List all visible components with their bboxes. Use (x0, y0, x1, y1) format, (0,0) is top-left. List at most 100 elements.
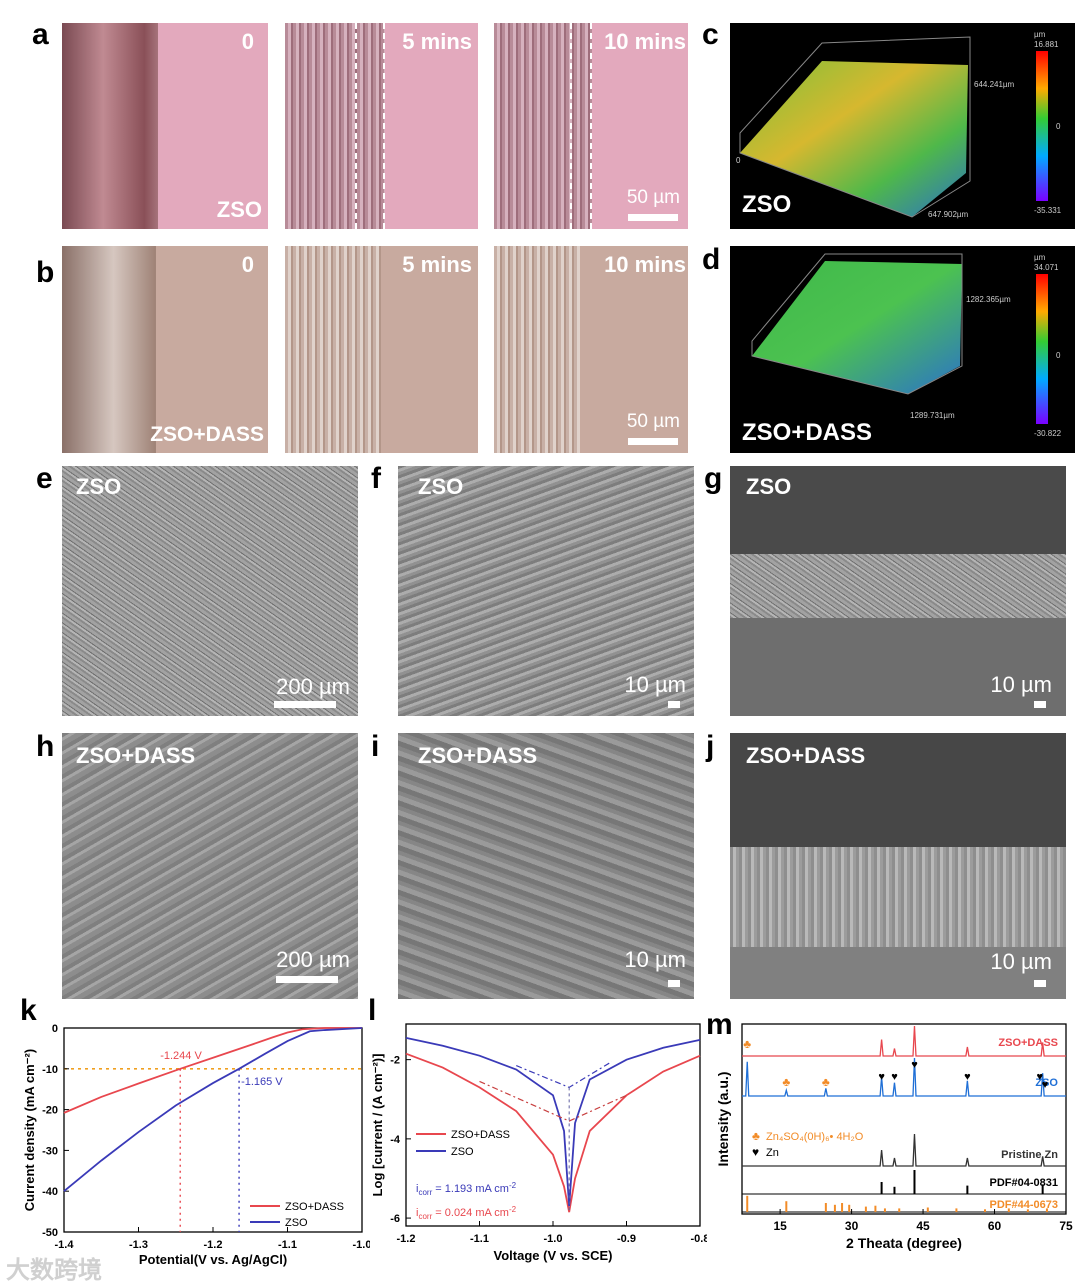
time-label: 0 (241, 29, 254, 54)
series-label: PDF#04-0831 (990, 1177, 1059, 1189)
zn-marker: ♥ (878, 1071, 885, 1083)
x-tick-label: -1.0 (353, 1239, 370, 1251)
y-tick-label: -30 (42, 1145, 58, 1157)
optical-image-a-0: 0 ZSO (62, 23, 268, 229)
y-tick-label: -2 (390, 1055, 400, 1067)
chart-l: -1.2 -1.1 -1.0 -0.9 -0.8 -2 -4 -6 ZSO+DASS ZSO ico… (370, 1023, 707, 1263)
time-label: 5 mins (402, 252, 472, 277)
x-tick-label: -1.1 (470, 1233, 489, 1245)
dimension-y: 644.241µm (974, 80, 1015, 89)
xrd-pattern-zso (742, 1057, 1066, 1097)
sample-label: ZSO (746, 474, 792, 499)
scale-bar (668, 980, 680, 987)
sample-label: ZSO+DASS (76, 743, 196, 768)
series-line-zso (405, 1036, 701, 1207)
sample-label: ZSO (216, 197, 262, 222)
colorbar-min: -30.822 (1034, 429, 1062, 438)
legend-label: ZSO+DASS (451, 1129, 510, 1141)
scale-bar (668, 701, 680, 708)
panel-label-l: l (368, 994, 377, 1027)
dimension-y: 1282.365µm (966, 295, 1011, 304)
scale-bar-label: 10 µm (990, 949, 1052, 974)
panel-label-a: a (32, 18, 49, 51)
panel-label-d: d (702, 243, 721, 276)
time-label: 10 mins (604, 252, 686, 277)
x-tick-label: -1.3 (129, 1239, 148, 1251)
colorbar-unit: µm (1034, 253, 1046, 262)
scale-bar-label: 200 µm (276, 947, 350, 972)
colorbar-mid: 0 (1056, 122, 1061, 131)
zn-marker: ♥ (1042, 1079, 1049, 1091)
scale-bar (628, 214, 678, 221)
dimension-x: 1289.731µm (910, 411, 955, 420)
zso-marker: ♣ (782, 1075, 790, 1089)
time-label: 5 mins (402, 29, 472, 54)
optical-image-b-10: 10 mins 50 µm (494, 246, 688, 453)
chart-m: ZSO+DASS ZSO Pristine Zn PDF#04-0831 PDF#44-… (715, 1023, 1073, 1251)
chart-k: -1.4 -1.3 -1.2 -1.1 -1.0 0 -10 -20 -30 -40 -50 -1.2… (22, 1023, 370, 1267)
legend-label: ZSO+DASS (285, 1201, 344, 1213)
series-line-zso+dass (63, 1027, 362, 1114)
panel-label-i: i (371, 730, 380, 763)
zso-marker: ♣ (743, 1037, 751, 1051)
x-tick-label: 75 (1059, 1219, 1073, 1233)
optical-image-b-0: 0 ZSO+DASS (62, 246, 268, 453)
panel-label-b: b (36, 256, 55, 289)
x-axis-label: Voltage (V vs. SCE) (494, 1248, 613, 1263)
3d-profile-d: µm 34.071 0 -30.822 1282.365µm 1289.731µ… (730, 246, 1075, 453)
series-label: ZSO (1035, 1077, 1058, 1089)
panel-label-h: h (36, 730, 55, 763)
colorbar-mid: 0 (1056, 351, 1061, 360)
scale-bar-label: 200 µm (276, 674, 350, 699)
legend-label: Zn (766, 1147, 779, 1159)
zso-marker: ♣ (822, 1075, 830, 1089)
scale-bar (276, 976, 338, 983)
annotation-label: icorr = 0.024 mA cm-2 (416, 1205, 517, 1221)
time-label: 10 mins (604, 29, 686, 54)
3d-surface-d: µm 34.071 0 -30.822 1282.365µm 1289.731µ… (751, 253, 1062, 438)
zn-marker: ♥ (964, 1071, 971, 1083)
panel-label-g: g (704, 462, 723, 495)
sample-label: ZSO (742, 191, 792, 218)
x-axis-label: Potential(V vs. Ag/AgCl) (139, 1252, 287, 1267)
colorbar-unit: µm (1034, 30, 1046, 39)
sample-label: ZSO+DASS (742, 419, 873, 446)
sample-label: ZSO (418, 474, 464, 499)
series-label: ZSO+DASS (998, 1037, 1058, 1049)
legend-label: ZSO (451, 1146, 474, 1158)
scale-bar (1034, 980, 1046, 987)
3d-surface-c: µm 16.881 0 -35.331 644.241µm 647.902µm … (736, 30, 1062, 219)
sample-label: ZSO+DASS (746, 743, 866, 768)
panel-label-m: m (706, 1008, 733, 1041)
scale-bar-label: 10 µm (624, 672, 686, 697)
x-tick-label: -1.2 (397, 1233, 416, 1245)
annotation-label: -1.244 V (160, 1050, 202, 1062)
scale-bar-label: 10 µm (990, 672, 1052, 697)
scale-bar-label: 50 µm (626, 411, 680, 432)
x-tick-label: 45 (916, 1219, 930, 1233)
sample-label: ZSO (76, 474, 122, 499)
legend-label: Zn₄SO₄(0H)₆• 4H₂O (766, 1131, 864, 1143)
series-label: Pristine Zn (1001, 1149, 1058, 1161)
tafel-fit-zso-dass (479, 1080, 627, 1122)
scale-bar (1034, 701, 1046, 708)
annotation-label: icorr = 1.193 mA cm-2 (416, 1181, 517, 1197)
plot-frame (741, 1023, 1067, 1215)
origin-label: 0 (736, 156, 741, 165)
watermark: 大数跨境 (6, 1257, 102, 1284)
y-axis-label: Intensity (a.u.) (715, 1072, 731, 1167)
x-tick-label: -1.0 (544, 1233, 563, 1245)
optical-image-a-5: 5 mins (285, 23, 478, 229)
colorbar-max: 34.071 (1034, 263, 1059, 272)
scale-bar-label: 50 µm (626, 187, 680, 208)
colorbar-min: -35.331 (1034, 206, 1062, 215)
sem-image-h: ZSO+DASS 200 µm (62, 733, 358, 999)
sample-label: ZSO+DASS (150, 423, 264, 446)
y-tick-label: -4 (390, 1134, 401, 1146)
series-label: PDF#44-0673 (990, 1199, 1059, 1211)
annotation-label: -1.165 V (241, 1076, 283, 1088)
scale-bar-label: 10 µm (624, 947, 686, 972)
time-label: 0 (241, 252, 254, 277)
sem-image-j: ZSO+DASS 10 µm (730, 733, 1066, 999)
y-axis-label: Current density (mA cm⁻²) (22, 1049, 37, 1211)
